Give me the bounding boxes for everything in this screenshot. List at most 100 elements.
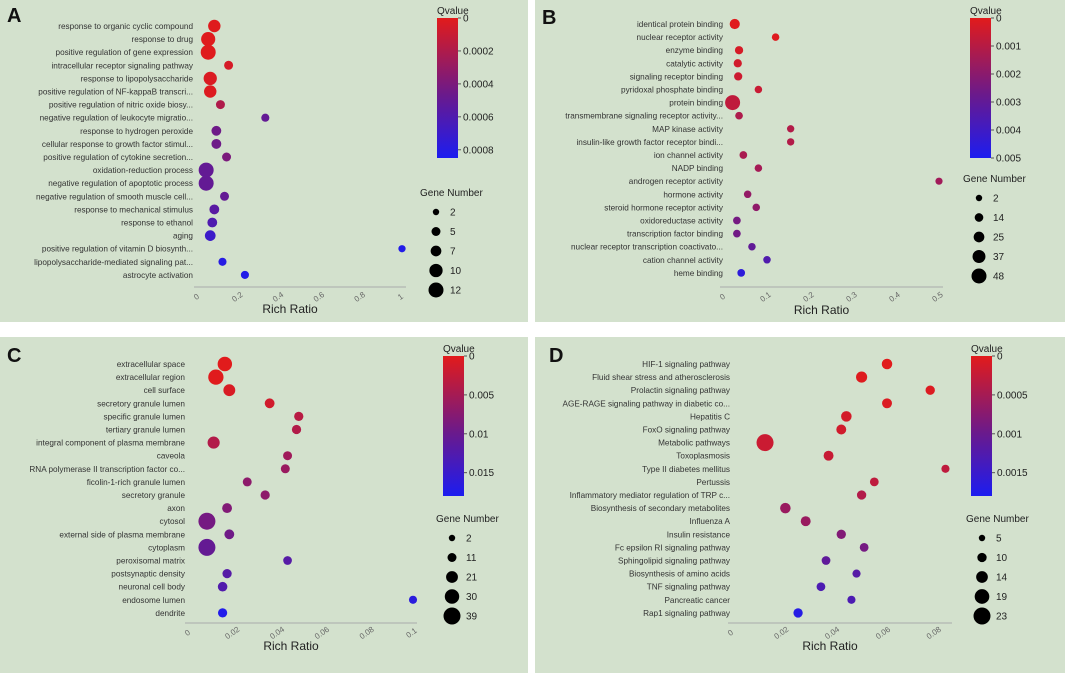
qvalue-tick-label: 0.005: [996, 154, 1021, 165]
data-point: [859, 543, 869, 552]
category-label: androgen receptor activity: [629, 177, 724, 186]
category-label: caveola: [157, 452, 186, 461]
data-point: [408, 595, 418, 604]
panel-label-b: B: [542, 7, 556, 29]
category-label: external side of plasma membrane: [59, 530, 185, 539]
x-tick-label: 0.2: [230, 290, 245, 304]
data-point: [881, 358, 893, 370]
size-legend-title-b: Gene Number: [963, 174, 1026, 185]
size-legend-dot: [446, 571, 458, 583]
data-point: [737, 269, 746, 277]
data-point: [836, 529, 846, 539]
data-point: [748, 242, 756, 251]
qvalue-colorbar-a: [437, 18, 458, 158]
category-label: Fluid shear stress and atherosclerosis: [592, 373, 730, 382]
data-point: [217, 608, 228, 618]
panel-label-c: C: [7, 345, 21, 367]
category-label: lipopolysaccharide-mediated signaling pa…: [34, 258, 193, 267]
category-label: response to ethanol: [121, 219, 193, 228]
data-point: [752, 203, 761, 212]
category-label: Pancreatic cancer: [664, 596, 730, 605]
category-label: cation channel activity: [643, 256, 724, 265]
x-tick-label: 0: [718, 292, 727, 302]
category-label: response to organic cyclic compound: [58, 22, 193, 31]
qvalue-legend-title-d: Qvalue: [971, 344, 1003, 355]
category-label: cellular response to growth factor stimu…: [42, 140, 193, 149]
data-point: [224, 529, 235, 540]
size-legend-title-c: Gene Number: [436, 514, 499, 525]
category-label: nuclear receptor activity: [637, 33, 724, 42]
qvalue-tick-label: 0.0002: [463, 46, 494, 57]
category-label: secretory granule lumen: [97, 399, 185, 408]
size-legend-dot: [973, 231, 985, 243]
data-point: [222, 503, 232, 514]
data-point: [734, 72, 743, 81]
chart-d: D HIF-1 signaling pathway Fluid shear stre…: [549, 344, 1029, 653]
qvalue-legend-title-a: Qvalue: [437, 6, 469, 17]
data-point: [198, 162, 214, 178]
qvalue-tick-label: 0.0006: [463, 112, 494, 123]
data-point: [215, 100, 225, 110]
data-point: [207, 217, 218, 228]
category-label: MAP kinase activity: [652, 125, 724, 134]
x-tick-label: 1: [396, 292, 405, 302]
data-point: [204, 85, 217, 98]
category-label: Rap1 signaling pathway: [643, 609, 731, 618]
qvalue-tick-label: 0.001: [997, 429, 1022, 440]
data-point: [283, 556, 292, 565]
data-point: [754, 164, 763, 172]
category-label: extracellular region: [116, 373, 186, 382]
data-point: [217, 581, 228, 592]
qvalue-colorbar-d: [971, 356, 992, 496]
data-point: [733, 59, 742, 68]
category-label: FoxO signaling pathway: [643, 426, 731, 435]
category-label: tertiary granule lumen: [106, 426, 186, 435]
category-label: response to lipopolysaccharide: [81, 74, 194, 83]
data-point: [756, 434, 774, 452]
size-legend-dot: [430, 245, 442, 257]
data-point: [200, 44, 216, 60]
category-label: cytosol: [160, 517, 186, 526]
size-legend-dot: [971, 268, 987, 284]
x-tick-label: 0.02: [772, 624, 790, 641]
size-legend-label: 5: [996, 534, 1002, 545]
category-label: Biosynthesis of secondary metabolites: [591, 504, 730, 513]
size-legend-label: 37: [993, 252, 1005, 263]
category-label: positive regulation of gene expression: [56, 48, 194, 57]
qvalue-tick-label: 0.0015: [997, 468, 1028, 479]
size-legend-label: 10: [450, 266, 462, 277]
size-legend-label: 2: [450, 208, 456, 219]
x-axis-title-c: Rich Ratio: [263, 639, 319, 653]
category-label: postsynaptic density: [111, 570, 186, 579]
data-point: [941, 464, 950, 473]
category-label: astrocyte activation: [123, 271, 194, 280]
data-point: [869, 477, 879, 487]
category-label: positive regulation of vitamin D biosynt…: [42, 245, 193, 254]
category-label: Inflammatory mediator regulation of TRP …: [570, 491, 730, 500]
category-label: positive regulation of nitric oxide bios…: [49, 101, 193, 110]
size-legend-dot: [428, 282, 444, 298]
size-legend-label: 5: [450, 227, 456, 238]
size-legend-dot: [444, 589, 460, 604]
category-label: Sphingolipid signaling pathway: [618, 557, 731, 566]
category-label: specific granule lumen: [104, 412, 186, 421]
category-label: peroxisomal matrix: [116, 557, 185, 566]
category-label: cell surface: [144, 386, 186, 395]
size-legend-dot: [432, 208, 440, 216]
data-point: [218, 257, 227, 266]
category-label: NADP binding: [672, 164, 724, 173]
data-point: [856, 371, 868, 383]
size-legend-dot: [976, 571, 988, 583]
x-axis-title-d: Rich Ratio: [802, 639, 858, 653]
data-point: [733, 216, 741, 225]
category-label: negative regulation of apoptotic process: [48, 179, 193, 188]
size-legend-dot: [431, 227, 441, 236]
data-point: [294, 411, 304, 422]
category-label: heme binding: [674, 269, 724, 278]
x-axis-title-a: Rich Ratio: [262, 302, 318, 316]
qvalue-tick-label: 0.004: [996, 126, 1021, 137]
category-label: secretory granule: [122, 491, 186, 500]
data-point: [220, 191, 230, 201]
x-tick-label: 0.1: [404, 626, 419, 640]
